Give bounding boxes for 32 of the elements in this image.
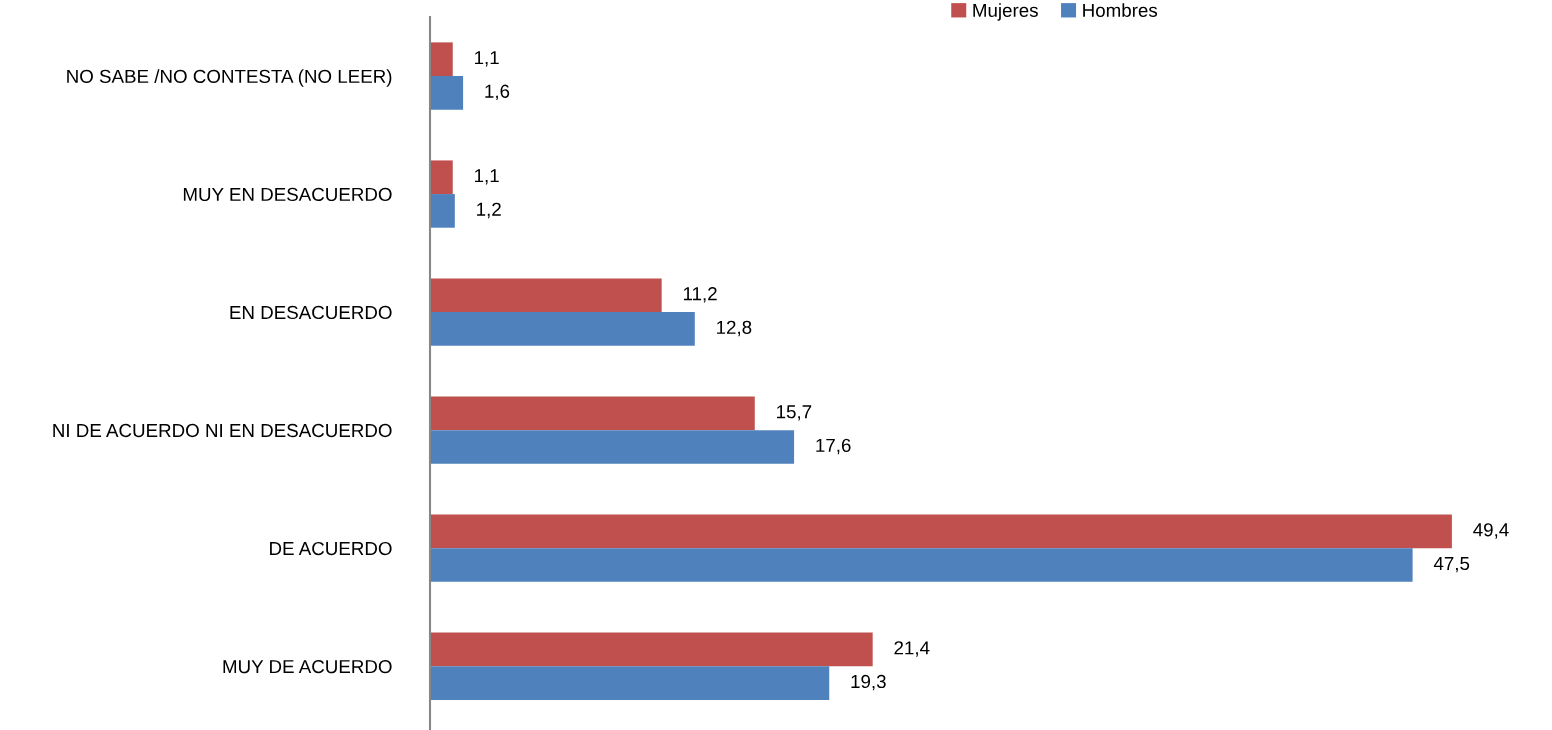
data-label: 19,3 <box>851 674 886 691</box>
y-tick-label: NO SABE /NO CONTESTA (NO LEER) <box>67 69 392 87</box>
data-label: 1,1 <box>475 169 499 185</box>
data-label: 17,6 <box>816 438 851 455</box>
y-tick-label: MUY EN DESACUERDO <box>183 187 392 202</box>
data-label: 49,4 <box>1473 523 1509 539</box>
data-label: 47,5 <box>1433 556 1470 573</box>
bar <box>430 548 1413 582</box>
y-tick-label: MUY DE ACUERDO <box>223 659 392 674</box>
y-tick-label: EN DESACUERDO <box>230 305 392 320</box>
legend-label: Hombres <box>1083 3 1158 17</box>
bar <box>430 76 464 110</box>
bar <box>430 514 1452 549</box>
y-tick-label: NI DE ACUERDO NI EN DESACUERDO <box>53 423 392 438</box>
data-label: 1,1 <box>475 51 499 67</box>
bar <box>430 666 830 700</box>
bar <box>430 312 695 346</box>
data-label: 11,2 <box>683 287 717 303</box>
bar <box>430 160 453 195</box>
bar <box>430 42 453 77</box>
data-label: 1,2 <box>477 202 501 219</box>
data-label: 12,8 <box>717 320 752 337</box>
y-tick-label: DE ACUERDO <box>270 541 392 556</box>
bar <box>430 278 662 313</box>
bar <box>430 194 455 228</box>
data-label: 15,7 <box>777 405 812 421</box>
bar <box>430 430 795 464</box>
data-label: 1,6 <box>485 84 510 101</box>
bar <box>430 396 755 431</box>
legend-label: Mujeres <box>973 3 1038 21</box>
bar <box>430 632 873 667</box>
data-label: 21,4 <box>894 641 930 657</box>
